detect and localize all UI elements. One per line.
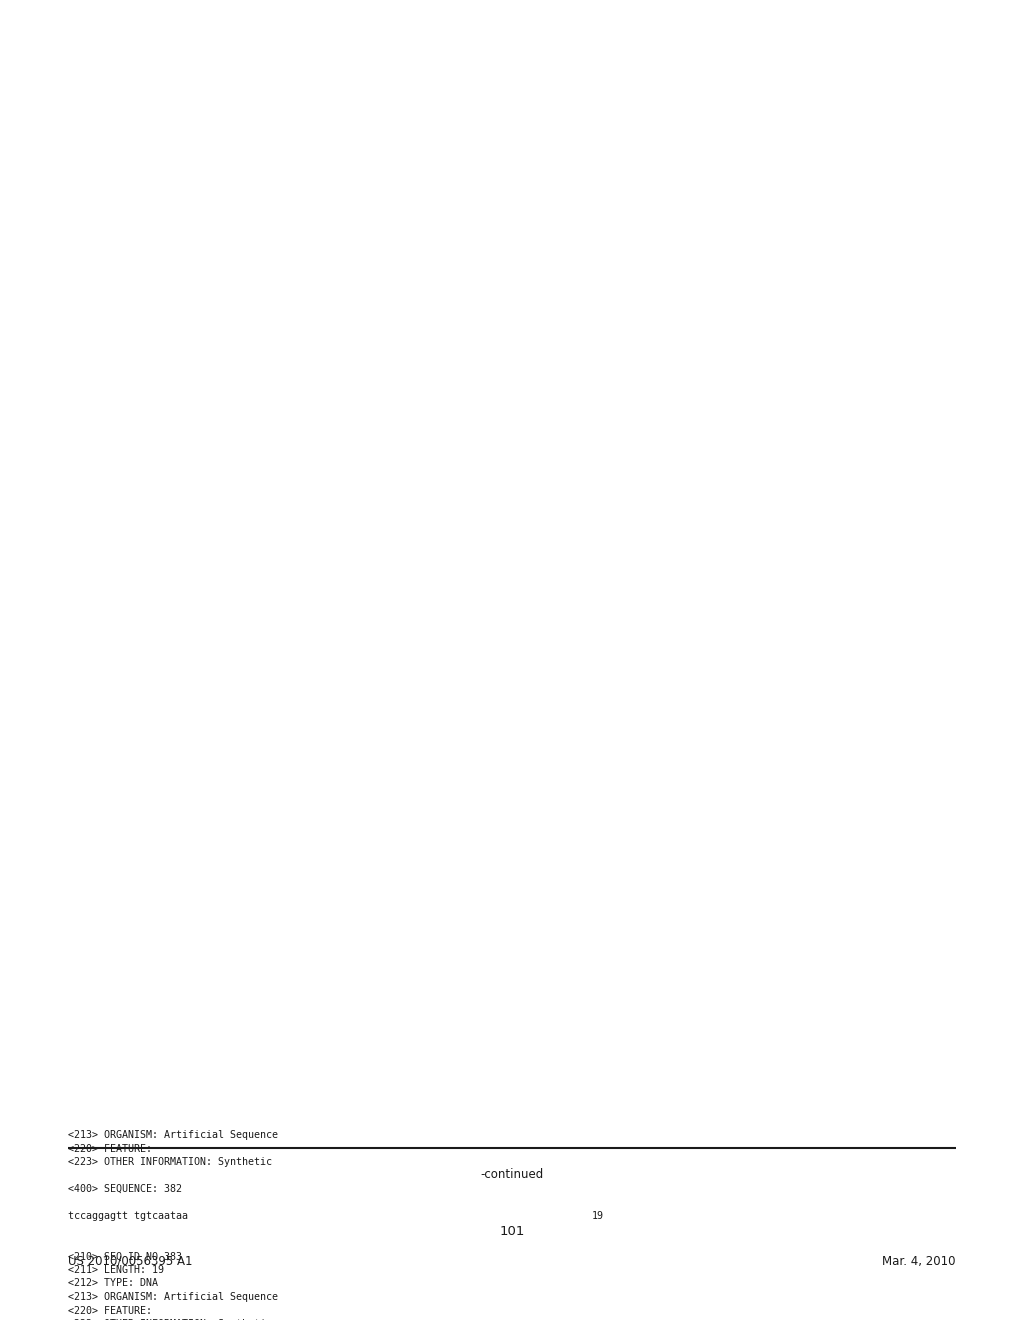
Text: <223> OTHER INFORMATION: Synthetic: <223> OTHER INFORMATION: Synthetic (68, 1158, 272, 1167)
Text: <220> FEATURE:: <220> FEATURE: (68, 1305, 152, 1316)
Text: 101: 101 (500, 1225, 524, 1238)
Text: US 2010/0056395 A1: US 2010/0056395 A1 (68, 1255, 193, 1269)
Text: <210> SEQ ID NO 383: <210> SEQ ID NO 383 (68, 1251, 182, 1262)
Text: 19: 19 (592, 1210, 604, 1221)
Text: tccaggagtt tgtcaataa: tccaggagtt tgtcaataa (68, 1210, 188, 1221)
Text: <212> TYPE: DNA: <212> TYPE: DNA (68, 1279, 158, 1288)
Text: <211> LENGTH: 19: <211> LENGTH: 19 (68, 1265, 164, 1275)
Text: <220> FEATURE:: <220> FEATURE: (68, 1143, 152, 1154)
Text: -continued: -continued (480, 1168, 544, 1181)
Text: Mar. 4, 2010: Mar. 4, 2010 (883, 1255, 956, 1269)
Text: <213> ORGANISM: Artificial Sequence: <213> ORGANISM: Artificial Sequence (68, 1292, 278, 1302)
Text: <213> ORGANISM: Artificial Sequence: <213> ORGANISM: Artificial Sequence (68, 1130, 278, 1140)
Text: <400> SEQUENCE: 382: <400> SEQUENCE: 382 (68, 1184, 182, 1195)
